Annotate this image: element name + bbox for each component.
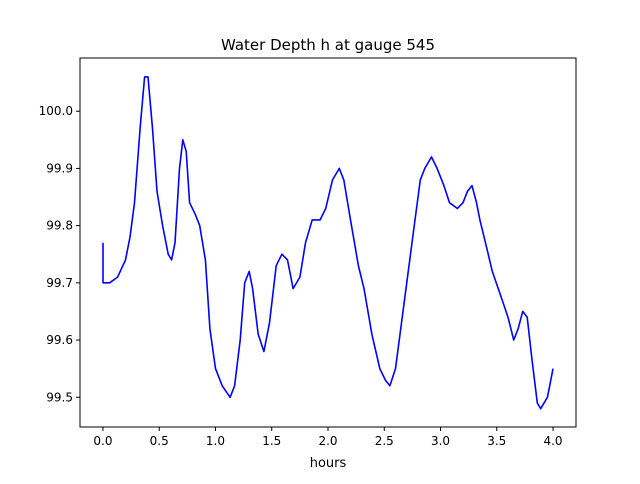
y-tick-label: 99.5	[46, 390, 73, 404]
axes-frame	[79, 57, 577, 428]
x-tick-label: 1.0	[206, 434, 225, 448]
x-tick-label: 4.0	[543, 434, 562, 448]
series-line-h	[102, 76, 554, 410]
x-tick-label: 2.5	[375, 434, 394, 448]
x-tick-label: 3.5	[487, 434, 506, 448]
y-tick-label: 99.8	[46, 219, 73, 233]
x-axis-label: hours	[310, 456, 347, 471]
x-tick-label: 3.0	[431, 434, 450, 448]
y-tick-label: 99.9	[46, 161, 73, 175]
x-tick-label: 2.0	[318, 434, 337, 448]
plot-area	[102, 76, 554, 410]
y-tick-label: 99.6	[46, 333, 73, 347]
y-tick-label: 99.7	[46, 276, 73, 290]
y-tick-label: 100.0	[39, 104, 73, 118]
x-tick-label: 0.0	[93, 434, 112, 448]
chart-title: Water Depth h at gauge 545	[221, 36, 435, 54]
x-tick-label: 0.5	[150, 434, 169, 448]
x-tick-label: 1.5	[262, 434, 281, 448]
